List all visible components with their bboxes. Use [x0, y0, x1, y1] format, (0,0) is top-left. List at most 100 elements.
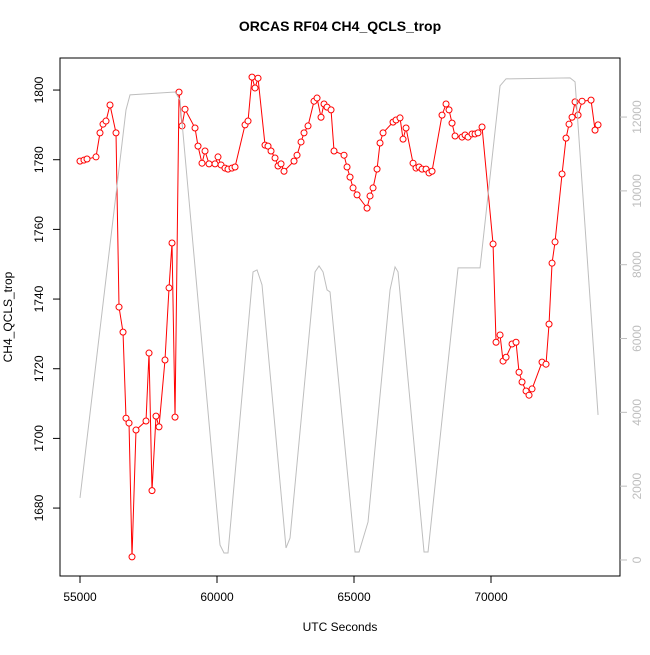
- y-tick-label: 1760: [32, 216, 46, 243]
- data-point: [155, 423, 163, 431]
- data-point: [205, 160, 213, 168]
- data-point: [115, 303, 123, 311]
- data-point: [191, 124, 199, 132]
- data-point: [363, 204, 371, 212]
- data-point: [340, 151, 348, 159]
- plot-frame: [59, 57, 621, 577]
- data-point: [297, 138, 305, 146]
- data-point: [587, 96, 595, 104]
- x-tick-label: 60000: [200, 590, 234, 604]
- data-point: [122, 414, 130, 422]
- data-point: [211, 160, 219, 168]
- data-point: [304, 122, 312, 130]
- y-tick-label: 1780: [32, 146, 46, 173]
- data-point: [148, 487, 156, 495]
- data-point: [571, 98, 579, 106]
- data-point: [409, 159, 417, 167]
- data-point: [438, 111, 446, 119]
- data-point: [545, 320, 553, 328]
- y2-tick-label: 2000: [630, 472, 644, 499]
- data-point: [562, 134, 570, 142]
- x-tick-label: 65000: [337, 590, 371, 604]
- data-point: [448, 119, 456, 127]
- y2-tick-label: 6000: [630, 325, 644, 352]
- data-point: [428, 167, 436, 175]
- data-point: [106, 101, 114, 109]
- y2-tick-label: 12000: [630, 100, 644, 134]
- data-point: [396, 114, 404, 122]
- data-point: [254, 74, 262, 82]
- data-point: [198, 159, 206, 167]
- data-point: [125, 419, 133, 427]
- data-point: [478, 123, 486, 131]
- data-point: [92, 153, 100, 161]
- data-point: [399, 135, 407, 143]
- data-point: [442, 100, 450, 108]
- data-point: [548, 259, 556, 267]
- data-point: [251, 84, 259, 92]
- data-point: [366, 192, 374, 200]
- data-point: [280, 167, 288, 175]
- y-tick-label: 1720: [32, 355, 46, 382]
- data-point: [346, 173, 354, 181]
- data-point: [574, 111, 582, 119]
- data-point: [349, 184, 357, 192]
- data-point: [379, 129, 387, 137]
- data-point: [231, 163, 239, 171]
- data-point: [327, 106, 335, 114]
- data-point: [132, 426, 140, 434]
- data-point: [594, 121, 602, 129]
- data-point: [194, 142, 202, 150]
- x-tick-label: 55000: [63, 590, 97, 604]
- data-point: [376, 139, 384, 147]
- series-line: [79, 77, 599, 557]
- data-point: [267, 147, 275, 155]
- data-point: [474, 129, 482, 137]
- data-point: [515, 368, 523, 376]
- data-point: [293, 151, 301, 159]
- data-point: [528, 385, 536, 393]
- data-point: [502, 353, 510, 361]
- data-point: [445, 106, 453, 114]
- y-tick-label: 1680: [32, 494, 46, 521]
- data-point: [451, 132, 459, 140]
- y2-tick-label: 8000: [630, 251, 644, 278]
- data-point: [175, 88, 183, 96]
- data-point: [112, 129, 120, 137]
- data-point: [96, 129, 104, 137]
- series-line: [79, 77, 599, 554]
- data-point: [165, 284, 173, 292]
- data-point: [214, 153, 222, 161]
- data-point: [578, 97, 586, 105]
- data-point: [181, 105, 189, 113]
- data-point: [201, 147, 209, 155]
- data-point: [145, 349, 153, 357]
- y-axis-title: CH4_QCLS_trop: [1, 271, 15, 362]
- y-tick-label: 1800: [32, 76, 46, 103]
- data-point: [525, 391, 533, 399]
- data-point: [496, 331, 504, 339]
- data-point: [83, 155, 91, 163]
- data-point: [171, 413, 179, 421]
- data-point: [317, 113, 325, 121]
- data-point: [300, 129, 308, 137]
- data-point: [542, 360, 550, 368]
- y-tick-label: 1700: [32, 425, 46, 452]
- data-point: [330, 147, 338, 155]
- x-tick-label: 70000: [474, 590, 508, 604]
- data-point: [128, 553, 136, 561]
- data-point: [373, 165, 381, 173]
- chart-title: ORCAS RF04 CH4_QCLS_trop: [239, 18, 441, 34]
- data-point: [402, 124, 410, 132]
- data-point: [551, 238, 559, 246]
- data-point: [558, 170, 566, 178]
- data-point: [168, 239, 176, 247]
- data-point: [489, 240, 497, 248]
- data-point: [565, 120, 573, 128]
- data-point: [102, 117, 110, 125]
- data-point: [518, 378, 526, 386]
- data-point: [343, 163, 351, 171]
- data-point: [492, 338, 500, 346]
- data-point: [119, 328, 127, 336]
- y-tick-label: 1740: [32, 285, 46, 312]
